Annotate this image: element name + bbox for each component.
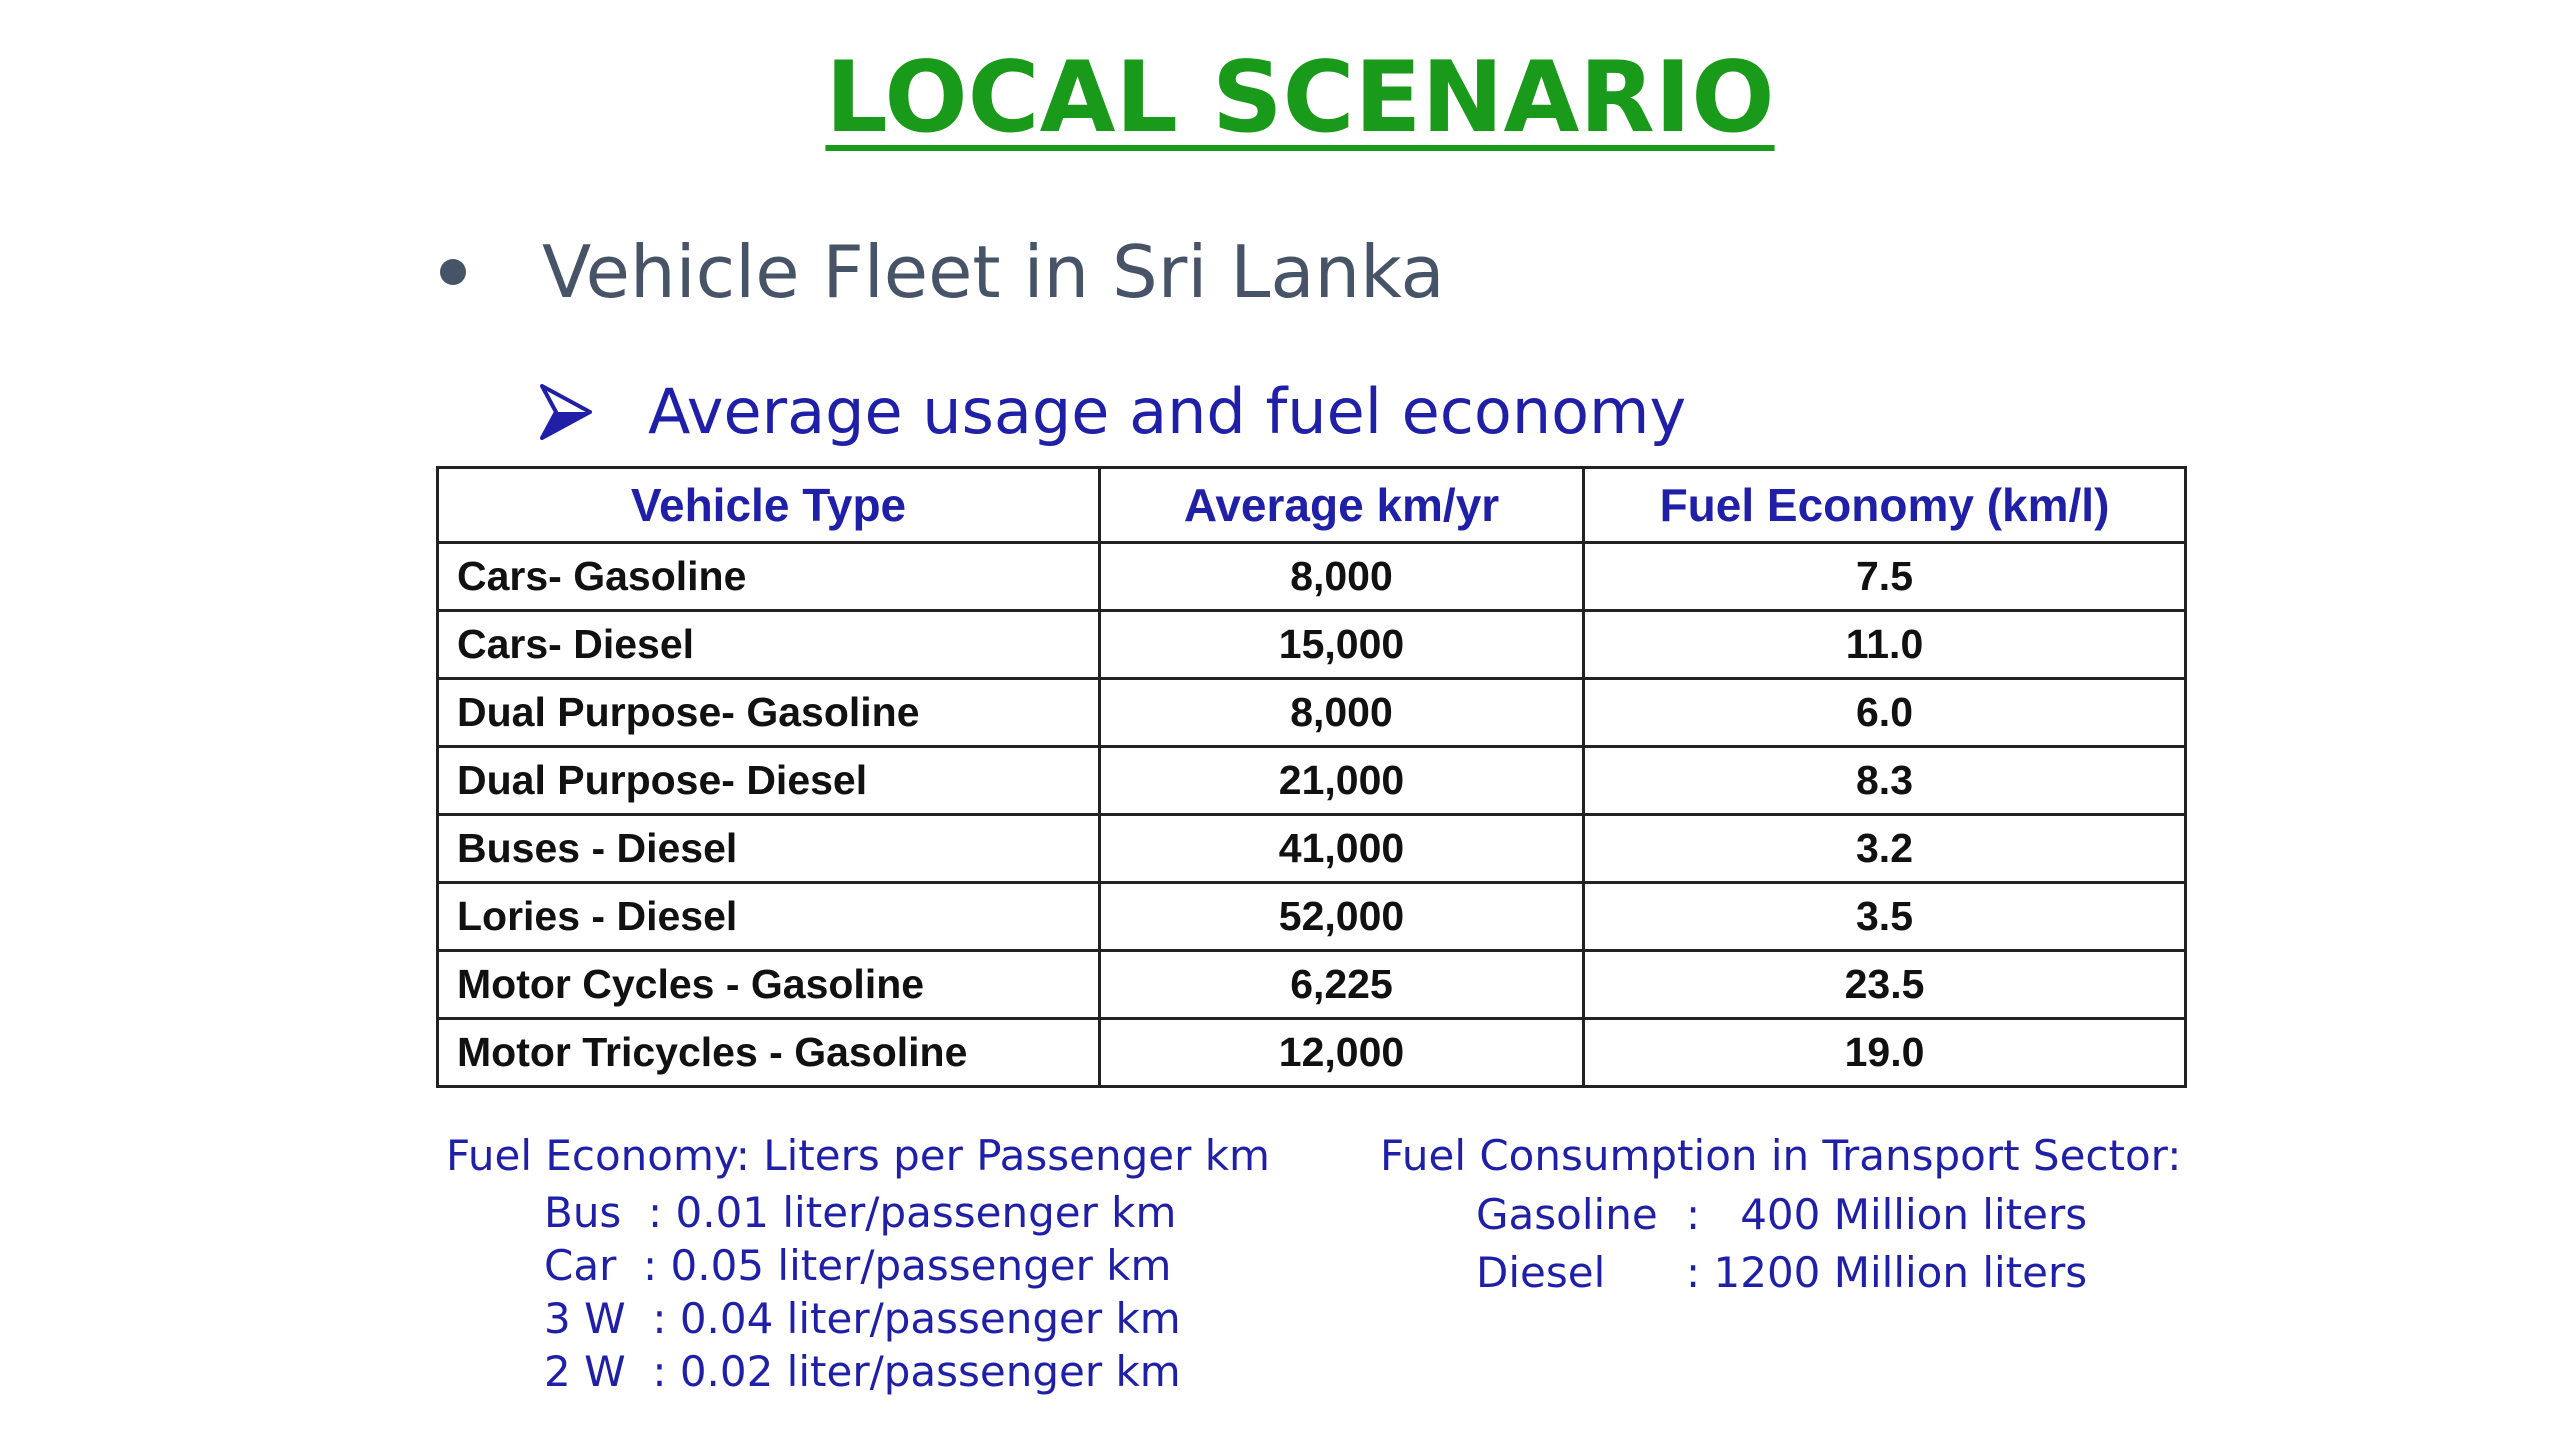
fuel-economy-cell: 11.0 [1582,609,2187,680]
vehicle-type-cell: Cars- Diesel [436,609,1101,680]
fuel-economy-item-label: 2 W [544,1347,653,1396]
fuel-economy-item-value: : 0.01 liter/passenger km [648,1188,1177,1237]
fuel-economy-item: 3 W : 0.04 liter/passenger km [446,1292,1270,1345]
fuel-economy-cell: 7.5 [1582,541,2187,612]
slide-title: LOCAL SCENARIO [0,38,2560,158]
fuel-economy-item-value: : 0.04 liter/passenger km [652,1294,1181,1343]
table-row: Lories - Diesel 52,000 3.5 [436,881,2187,952]
vehicle-type-cell: Motor Cycles - Gasoline [436,949,1101,1020]
table-row: Motor Cycles - Gasoline 6,225 23.5 [436,949,2187,1020]
fuel-consumption-item: Diesel : 1200 Million liters [1380,1244,2181,1302]
subbullet-item: Average usage and fuel economy [540,362,1686,462]
bullet-text: Vehicle Fleet in Sri Lanka [542,230,1445,314]
average-km-cell: 21,000 [1098,745,1585,816]
vehicle-type-cell: Lories - Diesel [436,881,1101,952]
header-average-km: Average km/yr [1098,466,1585,544]
average-km-cell: 8,000 [1098,541,1585,612]
slide-title-text: LOCAL SCENARIO [825,41,1775,155]
table-row: Buses - Diesel 41,000 3.2 [436,813,2187,884]
fuel-consumption-item-value: : 1200 Million liters [1686,1248,2088,1297]
fuel-economy-item-label: 3 W [544,1294,653,1343]
fuel-economy-cell: 19.0 [1582,1017,2187,1088]
fuel-economy-note: Fuel Economy: Liters per Passenger km Bu… [446,1126,1270,1398]
fuel-economy-cell: 6.0 [1582,677,2187,748]
fuel-economy-cell: 3.5 [1582,881,2187,952]
fuel-economy-cell: 23.5 [1582,949,2187,1020]
average-km-cell: 12,000 [1098,1017,1585,1088]
average-km-cell: 52,000 [1098,881,1585,952]
table-row: Motor Tricycles - Gasoline 12,000 19.0 [436,1017,2187,1088]
fuel-economy-item: 2 W : 0.02 liter/passenger km [446,1345,1270,1398]
vehicle-type-cell: Cars- Gasoline [436,541,1101,612]
fuel-economy-item: Car : 0.05 liter/passenger km [446,1239,1270,1292]
subbullet-text: Average usage and fuel economy [648,375,1687,448]
average-km-cell: 15,000 [1098,609,1585,680]
bullet-dot-icon [440,259,466,285]
table-header-row: Vehicle Type Average km/yr Fuel Economy … [436,466,2187,544]
fuel-economy-cell: 8.3 [1582,745,2187,816]
table-row: Dual Purpose- Diesel 21,000 8.3 [436,745,2187,816]
fuel-economy-item-label: Car [544,1241,644,1290]
bullet-item: Vehicle Fleet in Sri Lanka [440,222,1445,322]
vehicle-type-cell: Dual Purpose- Diesel [436,745,1101,816]
fuel-consumption-item: Gasoline : 400 Million liters [1380,1186,2181,1244]
vehicle-type-cell: Dual Purpose- Gasoline [436,677,1101,748]
fuel-economy-item-value: : 0.02 liter/passenger km [652,1347,1181,1396]
arrowhead-bullet-icon [540,384,592,440]
vehicle-type-cell: Buses - Diesel [436,813,1101,884]
table-row: Cars- Diesel 15,000 11.0 [436,609,2187,680]
fuel-economy-note-heading: Fuel Economy: Liters per Passenger km [446,1131,1270,1180]
average-km-cell: 41,000 [1098,813,1585,884]
fuel-consumption-item-value: : 400 Million liters [1686,1190,2088,1239]
table-row: Cars- Gasoline 8,000 7.5 [436,541,2187,612]
fuel-economy-cell: 3.2 [1582,813,2187,884]
fuel-consumption-note-heading: Fuel Consumption in Transport Sector: [1380,1131,2182,1180]
fuel-economy-item-label: Bus [544,1188,649,1237]
fuel-consumption-item-label: Gasoline [1476,1190,1658,1239]
header-vehicle-type: Vehicle Type [436,466,1101,544]
fuel-consumption-note: Fuel Consumption in Transport Sector: Ga… [1380,1126,2181,1302]
vehicle-fleet-table: Vehicle Type Average km/yr Fuel Economy … [436,466,2187,1088]
average-km-cell: 8,000 [1098,677,1585,748]
average-km-cell: 6,225 [1098,949,1585,1020]
fuel-economy-item-value: : 0.05 liter/passenger km [643,1241,1172,1290]
fuel-consumption-item-label: Diesel [1476,1248,1606,1297]
vehicle-type-cell: Motor Tricycles - Gasoline [436,1017,1101,1088]
header-fuel-economy: Fuel Economy (km/l) [1582,466,2187,544]
fuel-economy-item: Bus : 0.01 liter/passenger km [446,1186,1270,1239]
table-row: Dual Purpose- Gasoline 8,000 6.0 [436,677,2187,748]
